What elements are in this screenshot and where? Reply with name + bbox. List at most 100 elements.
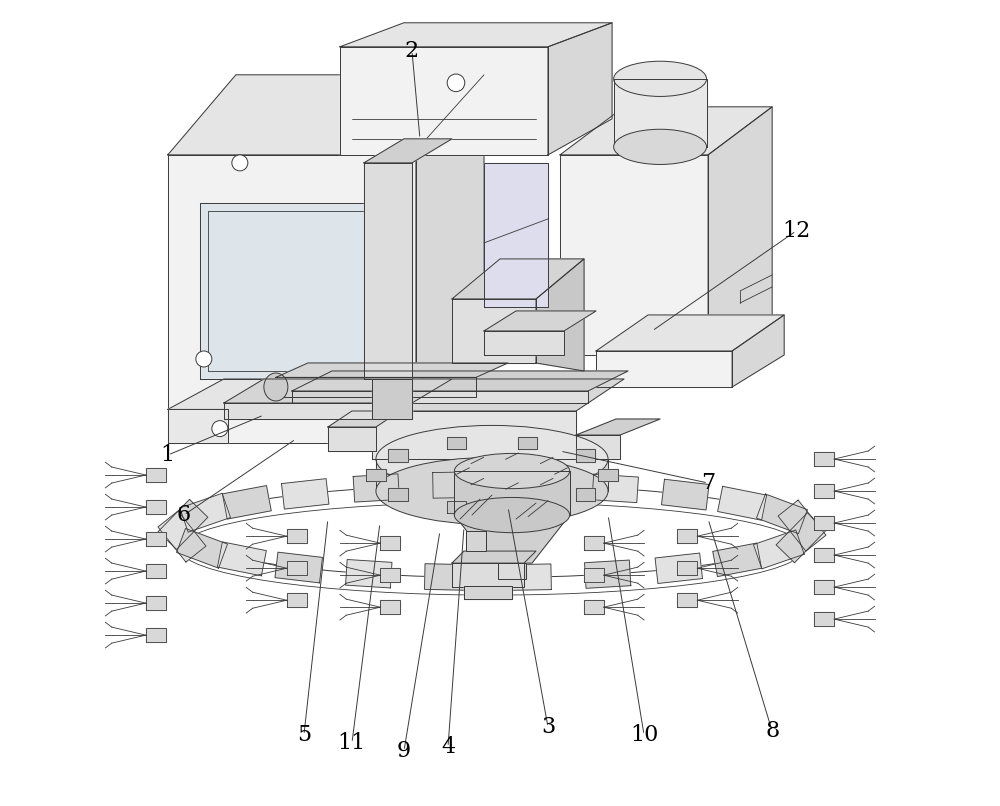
Ellipse shape: [454, 454, 570, 488]
Polygon shape: [592, 474, 638, 503]
Polygon shape: [177, 529, 228, 568]
Polygon shape: [598, 468, 618, 481]
Polygon shape: [596, 351, 732, 387]
Polygon shape: [292, 391, 588, 403]
Polygon shape: [713, 543, 762, 576]
Text: 4: 4: [441, 736, 455, 758]
Polygon shape: [380, 536, 400, 550]
Polygon shape: [287, 561, 307, 575]
Polygon shape: [732, 315, 784, 387]
Polygon shape: [340, 23, 612, 47]
Polygon shape: [452, 551, 536, 563]
Polygon shape: [466, 531, 486, 551]
Polygon shape: [536, 259, 584, 371]
Polygon shape: [292, 371, 628, 391]
Polygon shape: [452, 299, 536, 363]
Polygon shape: [146, 532, 166, 546]
Polygon shape: [753, 530, 804, 569]
Text: 7: 7: [701, 472, 715, 494]
Polygon shape: [364, 139, 452, 163]
Text: 5: 5: [297, 724, 311, 746]
Polygon shape: [146, 500, 166, 514]
Polygon shape: [584, 600, 604, 614]
Polygon shape: [454, 471, 570, 515]
Polygon shape: [416, 75, 484, 411]
Text: 2: 2: [405, 39, 419, 62]
Polygon shape: [814, 516, 834, 530]
Circle shape: [196, 351, 212, 367]
Polygon shape: [380, 568, 400, 583]
Circle shape: [447, 74, 465, 92]
Polygon shape: [814, 580, 834, 594]
Polygon shape: [447, 501, 466, 513]
Polygon shape: [677, 529, 697, 543]
Polygon shape: [814, 452, 834, 466]
Polygon shape: [596, 315, 784, 351]
Polygon shape: [585, 560, 631, 588]
Text: 1: 1: [161, 444, 175, 466]
Polygon shape: [372, 379, 624, 411]
Text: 10: 10: [630, 724, 658, 746]
Polygon shape: [388, 488, 408, 501]
Polygon shape: [372, 379, 412, 419]
Polygon shape: [584, 536, 604, 550]
Polygon shape: [447, 437, 466, 450]
Polygon shape: [168, 409, 228, 443]
Polygon shape: [275, 552, 322, 583]
Polygon shape: [276, 363, 508, 377]
Polygon shape: [584, 568, 604, 583]
Polygon shape: [353, 474, 399, 502]
Polygon shape: [518, 437, 537, 450]
Polygon shape: [677, 593, 697, 608]
Text: 11: 11: [338, 732, 366, 754]
Ellipse shape: [614, 129, 707, 164]
Ellipse shape: [264, 373, 288, 401]
Polygon shape: [814, 484, 834, 498]
Polygon shape: [464, 585, 512, 599]
Text: 3: 3: [541, 717, 555, 738]
Polygon shape: [655, 553, 702, 584]
Polygon shape: [388, 449, 408, 462]
Text: 8: 8: [765, 721, 779, 742]
Polygon shape: [146, 596, 166, 610]
Polygon shape: [718, 486, 767, 520]
Polygon shape: [677, 561, 697, 575]
Polygon shape: [287, 529, 307, 543]
Polygon shape: [328, 411, 400, 427]
Polygon shape: [328, 427, 376, 451]
Ellipse shape: [376, 426, 608, 492]
Polygon shape: [158, 511, 206, 562]
Polygon shape: [146, 564, 166, 578]
Polygon shape: [287, 593, 307, 608]
Polygon shape: [276, 377, 476, 397]
Polygon shape: [224, 403, 412, 419]
Polygon shape: [180, 493, 231, 532]
Ellipse shape: [376, 458, 608, 525]
Circle shape: [212, 421, 228, 437]
Polygon shape: [484, 163, 548, 307]
Polygon shape: [576, 419, 660, 435]
Polygon shape: [222, 485, 271, 519]
Polygon shape: [814, 548, 834, 563]
Polygon shape: [217, 542, 266, 575]
Polygon shape: [158, 500, 208, 550]
Polygon shape: [776, 513, 826, 563]
Text: 6: 6: [177, 504, 191, 526]
Polygon shape: [200, 203, 376, 379]
Polygon shape: [708, 107, 772, 355]
Polygon shape: [433, 472, 478, 498]
Polygon shape: [372, 411, 576, 459]
Polygon shape: [514, 472, 559, 498]
Polygon shape: [506, 564, 551, 590]
Text: 9: 9: [397, 740, 411, 762]
Polygon shape: [168, 155, 416, 411]
Polygon shape: [576, 449, 595, 462]
Polygon shape: [452, 259, 584, 299]
Polygon shape: [168, 75, 484, 155]
Polygon shape: [662, 480, 709, 510]
Polygon shape: [340, 47, 548, 155]
Polygon shape: [454, 515, 570, 563]
Ellipse shape: [454, 497, 570, 533]
Circle shape: [232, 155, 248, 171]
Ellipse shape: [614, 61, 707, 97]
